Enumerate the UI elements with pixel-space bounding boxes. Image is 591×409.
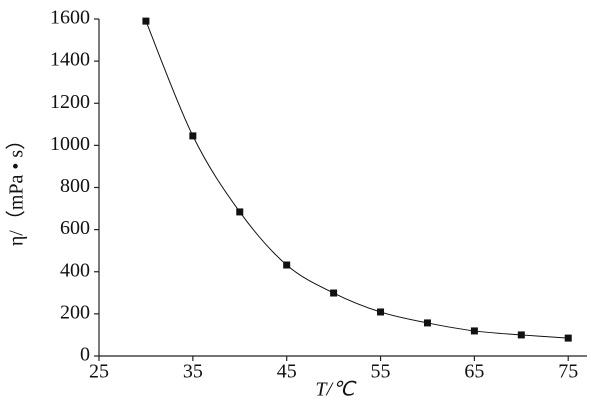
y-tick-label: 800 <box>60 175 90 197</box>
y-tick-label: 200 <box>60 301 90 323</box>
marker <box>283 261 291 269</box>
y-tick-label: 1000 <box>50 133 90 155</box>
y-tick-label: 400 <box>60 259 90 281</box>
marker <box>330 289 338 297</box>
x-tick-label: 55 <box>371 361 391 383</box>
x-tick-label: 75 <box>558 361 578 383</box>
marker <box>470 327 478 335</box>
x-axis-label: T/℃ <box>315 379 357 401</box>
x-tick-label: 25 <box>89 361 109 383</box>
fit-curve <box>145 20 569 339</box>
marker <box>236 208 244 216</box>
x-tick-label: 35 <box>183 361 203 383</box>
y-tick-label: 600 <box>60 217 90 239</box>
marker <box>142 17 150 25</box>
y-tick-label: 0 <box>80 344 90 366</box>
marker <box>564 334 572 342</box>
marker <box>189 132 197 140</box>
marker <box>377 308 385 316</box>
y-tick-label: 1600 <box>50 7 90 29</box>
marker <box>423 319 431 327</box>
x-tick-label: 65 <box>464 361 484 383</box>
y-tick-label: 1400 <box>50 49 90 71</box>
x-tick-label: 45 <box>277 361 297 383</box>
y-axis-label: η/（mPa • s） <box>5 130 28 246</box>
y-tick-label: 1200 <box>50 91 90 113</box>
marker <box>517 331 525 339</box>
